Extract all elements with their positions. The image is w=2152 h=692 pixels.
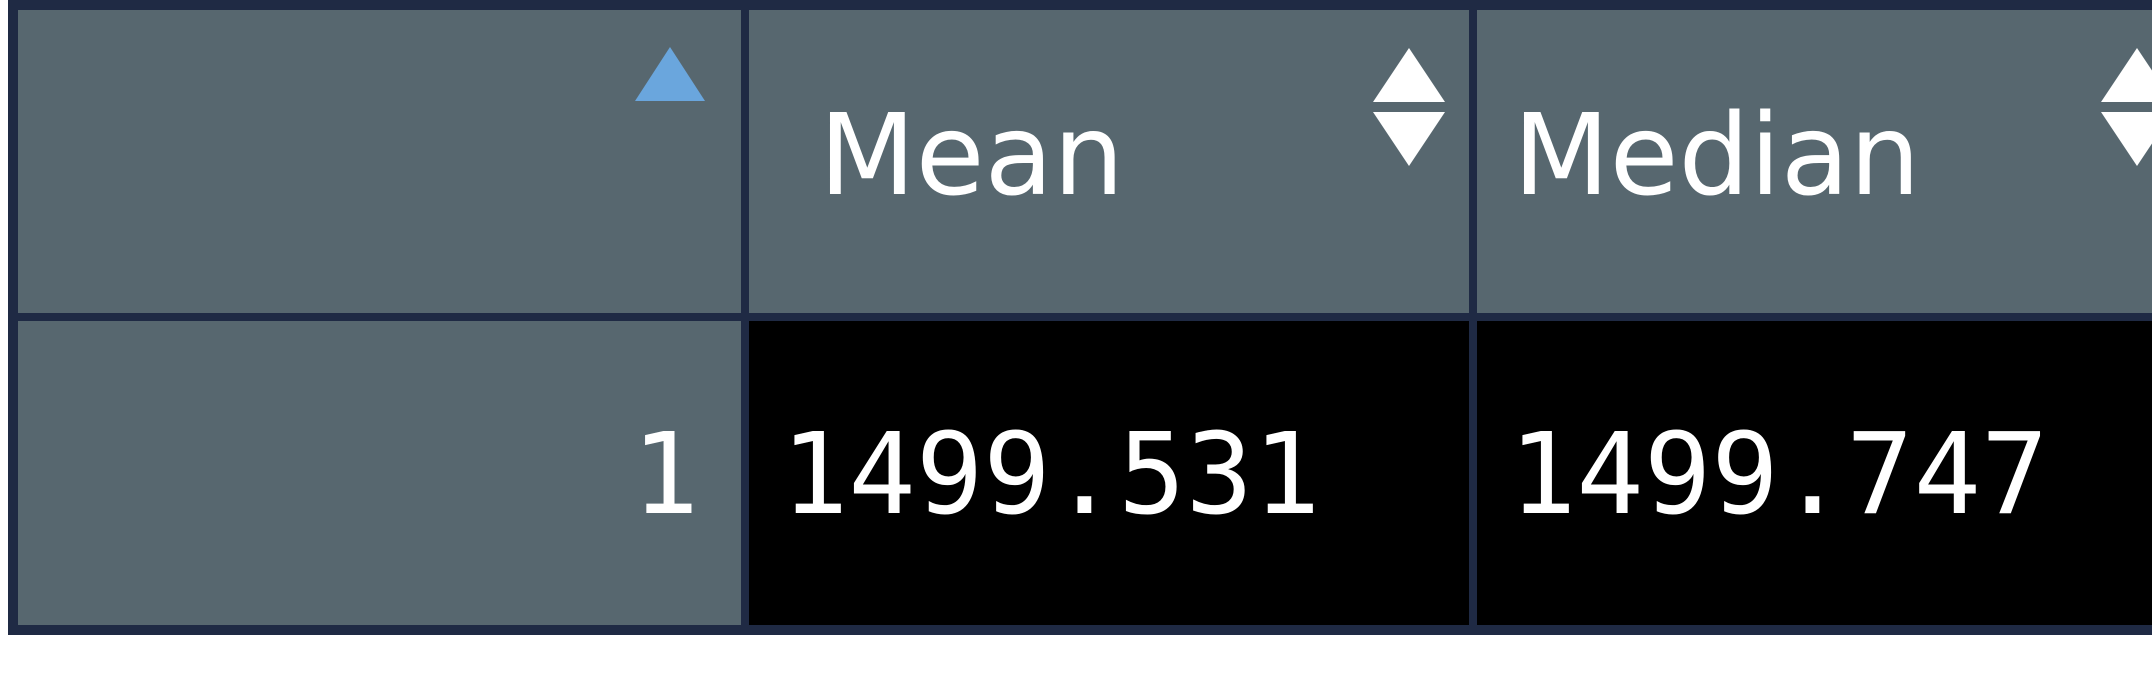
sort-both-icon[interactable] bbox=[1373, 48, 1445, 166]
column-header-mean[interactable]: Mean bbox=[749, 10, 1469, 313]
sort-both-icon[interactable] bbox=[2101, 48, 2152, 166]
sort-down-triangle bbox=[1373, 112, 1445, 166]
column-header-index[interactable] bbox=[18, 10, 741, 313]
column-header-label: Mean bbox=[819, 91, 1125, 221]
cell-value: 1499.747 bbox=[1509, 410, 2049, 540]
table-cell-mean[interactable]: 1499.531 bbox=[749, 321, 1469, 625]
sort-ascending-icon[interactable] bbox=[635, 47, 705, 101]
row-index: 1 bbox=[631, 410, 699, 540]
sort-up-triangle bbox=[2101, 48, 2152, 102]
column-header-label: Median bbox=[1513, 91, 1921, 221]
sort-up-triangle bbox=[1373, 48, 1445, 102]
cell-value: 1499.531 bbox=[781, 410, 1321, 540]
table-cell-median[interactable]: 1499.747 bbox=[1477, 321, 2152, 625]
data-table: Mean Median 1 1499.531 1499.747 bbox=[8, 0, 2152, 635]
row-index-cell: 1 bbox=[18, 321, 741, 625]
column-header-median[interactable]: Median bbox=[1477, 10, 2152, 313]
sort-down-triangle bbox=[2101, 112, 2152, 166]
